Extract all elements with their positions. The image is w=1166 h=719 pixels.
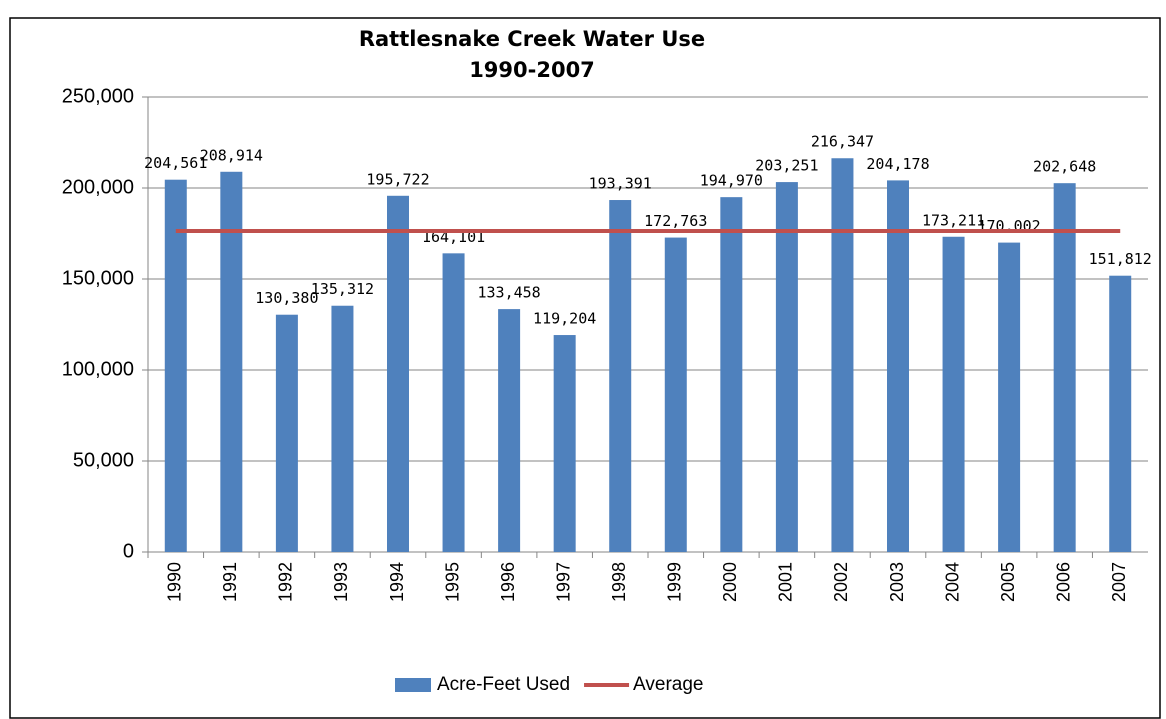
legend-label: Acre-Feet Used bbox=[437, 674, 570, 695]
bar bbox=[164, 179, 187, 552]
data-label: 135,312 bbox=[311, 280, 374, 298]
data-label: 204,561 bbox=[144, 154, 207, 172]
x-tick-label: 1994 bbox=[387, 562, 407, 602]
chart-subtitle: 1990-2007 bbox=[469, 58, 595, 82]
data-label: 119,204 bbox=[533, 310, 596, 328]
bar bbox=[942, 236, 965, 552]
data-label: 195,722 bbox=[366, 170, 429, 188]
y-tick-label: 250,000 bbox=[62, 85, 134, 107]
data-label: 193,391 bbox=[589, 175, 652, 193]
legend-label: Average bbox=[633, 674, 703, 695]
bar bbox=[831, 158, 854, 552]
data-label: 204,178 bbox=[866, 155, 929, 173]
data-label: 172,763 bbox=[644, 212, 707, 230]
bar bbox=[720, 197, 743, 552]
y-tick-label: 0 bbox=[123, 540, 134, 562]
bar bbox=[998, 242, 1021, 552]
x-tick-label: 1990 bbox=[165, 562, 185, 602]
data-label: 130,380 bbox=[255, 289, 318, 307]
bar bbox=[887, 180, 909, 552]
legend-swatch bbox=[395, 678, 431, 692]
x-tick-label: 1998 bbox=[609, 562, 629, 602]
bar bbox=[275, 314, 298, 552]
y-tick-label: 50,000 bbox=[73, 449, 134, 471]
bar bbox=[775, 182, 798, 552]
bar bbox=[1053, 183, 1076, 552]
x-tick-label: 2006 bbox=[1053, 562, 1073, 602]
data-label: 202,648 bbox=[1033, 158, 1096, 176]
x-tick-label: 2007 bbox=[1109, 562, 1129, 602]
x-tick-label: 1995 bbox=[442, 562, 462, 602]
x-tick-label: 1999 bbox=[665, 562, 685, 602]
bar bbox=[220, 171, 243, 552]
x-tick-label: 1992 bbox=[276, 562, 296, 602]
data-label: 133,458 bbox=[478, 284, 541, 302]
chart-title: Rattlesnake Creek Water Use bbox=[359, 27, 705, 51]
data-label: 151,812 bbox=[1089, 250, 1152, 268]
bar bbox=[553, 335, 576, 552]
bar bbox=[664, 237, 687, 552]
bar bbox=[387, 195, 409, 553]
bar bbox=[331, 305, 354, 552]
y-tick-label: 150,000 bbox=[62, 267, 134, 289]
data-label: 208,914 bbox=[200, 146, 263, 164]
x-tick-label: 1996 bbox=[498, 562, 518, 602]
x-tick-label: 2004 bbox=[942, 562, 962, 602]
x-tick-label: 2005 bbox=[998, 562, 1018, 602]
data-label: 203,251 bbox=[755, 157, 818, 175]
x-tick-label: 1993 bbox=[331, 562, 351, 602]
bar bbox=[442, 253, 465, 552]
x-tick-label: 1991 bbox=[220, 562, 240, 602]
bar bbox=[1109, 275, 1132, 552]
data-label: 173,211 bbox=[922, 211, 985, 229]
x-tick-label: 2003 bbox=[887, 562, 907, 602]
x-tick-label: 2001 bbox=[776, 562, 796, 602]
x-tick-label: 1997 bbox=[553, 562, 573, 602]
y-tick-label: 100,000 bbox=[62, 358, 134, 380]
bar bbox=[498, 309, 521, 552]
y-tick-label: 200,000 bbox=[62, 176, 134, 198]
data-label: 216,347 bbox=[811, 133, 874, 151]
bar bbox=[609, 200, 632, 552]
x-tick-label: 2002 bbox=[831, 562, 851, 602]
x-tick-label: 2000 bbox=[720, 562, 740, 602]
chart-border bbox=[9, 17, 1161, 719]
data-label: 194,970 bbox=[700, 172, 763, 190]
